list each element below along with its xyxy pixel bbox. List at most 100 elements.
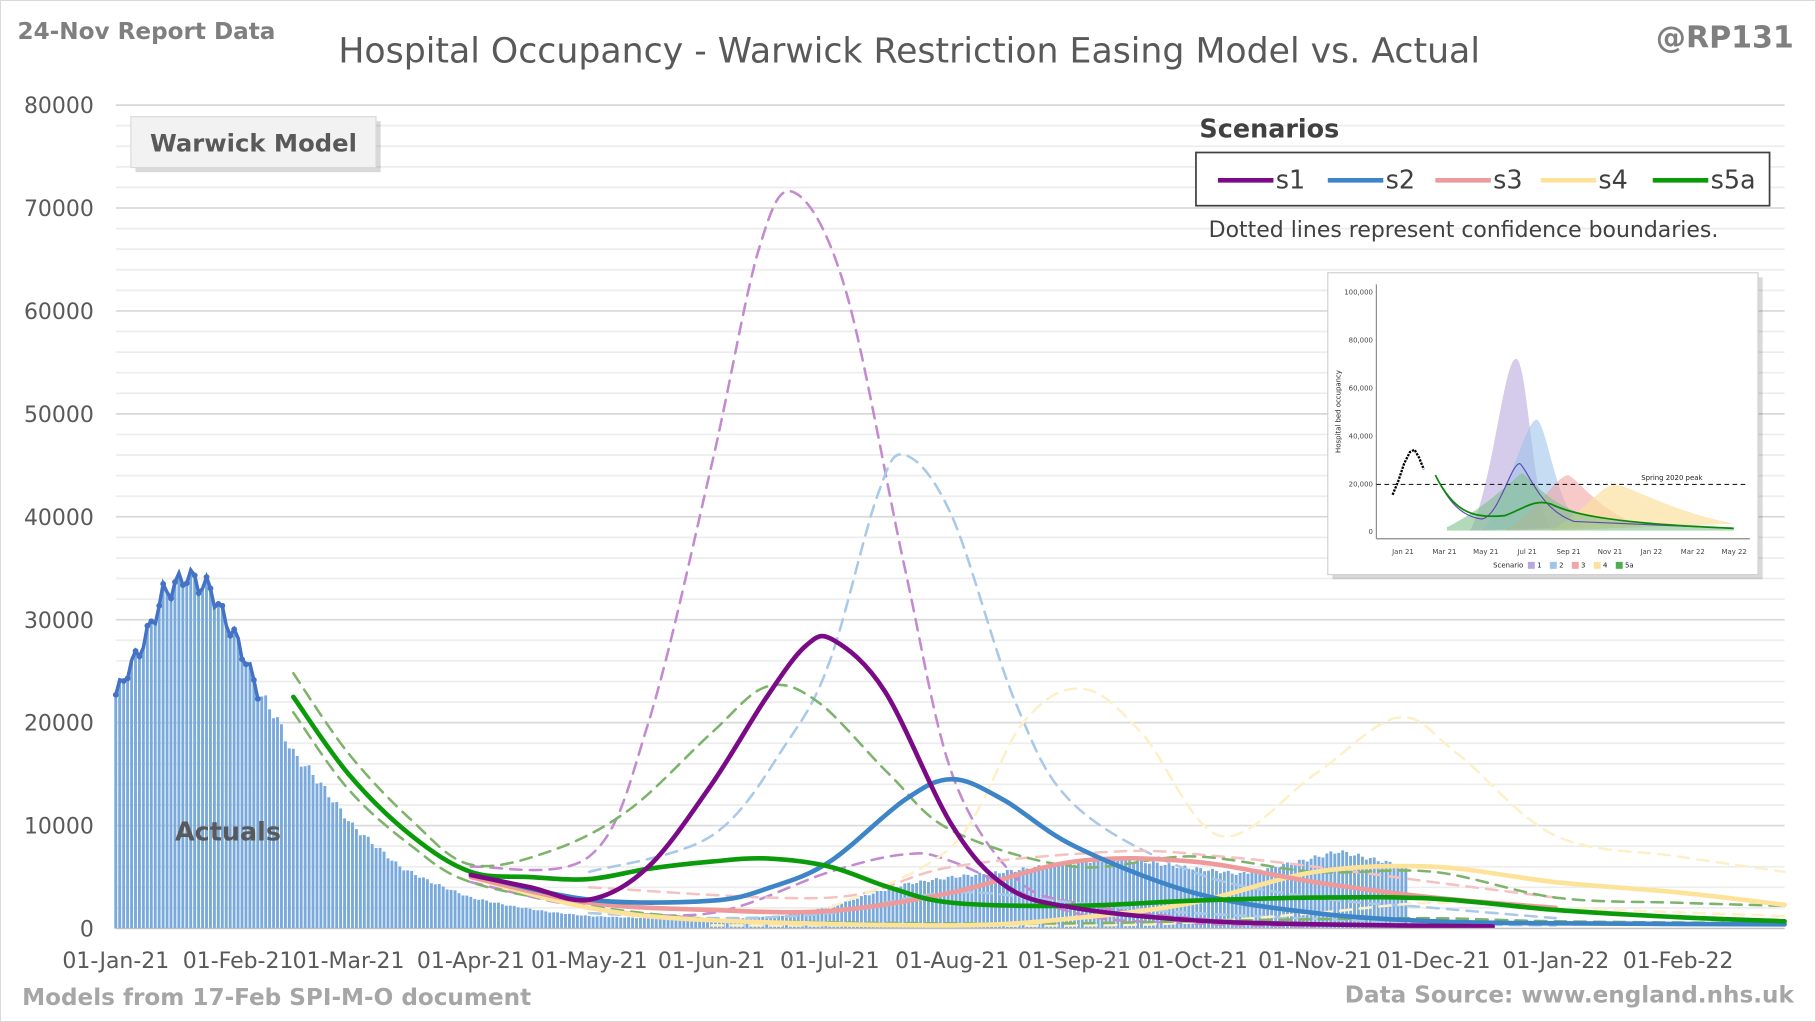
actual-bar bbox=[1147, 863, 1151, 929]
actual-bar bbox=[1333, 853, 1337, 929]
actual-bar bbox=[1096, 859, 1100, 929]
actual-bar bbox=[1001, 873, 1005, 929]
inset-legend-swatch bbox=[1549, 561, 1557, 569]
actual-bar bbox=[295, 755, 299, 929]
actual-bar bbox=[836, 904, 840, 929]
actual-bar bbox=[453, 890, 457, 929]
actual-bar bbox=[1175, 868, 1179, 929]
actual-bar bbox=[224, 625, 228, 929]
actual-bar bbox=[686, 918, 690, 929]
actual-bar bbox=[548, 912, 552, 929]
actual-bar bbox=[276, 717, 279, 929]
inset-y-tick: 60,000 bbox=[1349, 384, 1373, 392]
actual-bar bbox=[283, 741, 287, 929]
actual-bar bbox=[1384, 860, 1388, 929]
actual-point bbox=[191, 572, 198, 579]
actual-bar bbox=[524, 907, 528, 929]
actual-bar bbox=[137, 656, 141, 929]
actual-bar bbox=[386, 858, 390, 929]
actual-bar bbox=[1345, 851, 1349, 929]
actual-bar bbox=[327, 797, 331, 929]
x-tick-label: 01-Jun-21 bbox=[658, 949, 765, 974]
actual-bar bbox=[859, 896, 863, 929]
actual-point bbox=[239, 656, 245, 663]
actual-bar bbox=[244, 664, 248, 929]
warwick-model-label: Warwick Model bbox=[150, 128, 357, 157]
actual-bar bbox=[907, 882, 911, 929]
actual-bar bbox=[307, 765, 311, 929]
actual-bar bbox=[1104, 860, 1108, 929]
actual-bar bbox=[1100, 861, 1104, 929]
actual-bar bbox=[623, 917, 627, 929]
actual-bar bbox=[1341, 850, 1345, 929]
actual-point bbox=[203, 574, 210, 580]
actual-bar bbox=[165, 592, 169, 929]
actual-bar bbox=[587, 916, 591, 929]
actual-bar bbox=[1005, 869, 1009, 929]
actual-bar bbox=[1049, 863, 1053, 929]
actual-bar bbox=[607, 917, 611, 929]
actual-bar bbox=[1183, 865, 1187, 929]
actual-bar bbox=[694, 919, 698, 929]
actual-point bbox=[156, 602, 163, 609]
x-tick-label: 01-Jan-22 bbox=[1502, 949, 1609, 974]
actual-bar bbox=[1143, 863, 1147, 929]
actual-point bbox=[231, 626, 238, 633]
actual-bar bbox=[394, 861, 398, 929]
series-s5a bbox=[291, 694, 1787, 924]
actual-bar bbox=[1325, 853, 1329, 929]
actual-bar bbox=[998, 873, 1001, 929]
actual-bar bbox=[579, 915, 583, 929]
actual-bar bbox=[433, 884, 437, 929]
x-tick-label: 01-Jan-21 bbox=[62, 949, 169, 974]
author-label: @RP131 bbox=[1656, 20, 1794, 55]
actual-bar bbox=[366, 836, 370, 929]
series-s5a-upper bbox=[292, 671, 1786, 908]
actual-bar bbox=[1076, 862, 1080, 929]
actual-bar bbox=[670, 918, 674, 929]
inset-x-tick: Sep 21 bbox=[1557, 548, 1581, 556]
actual-bar bbox=[1353, 855, 1356, 929]
x-axis-ticks: 01-Jan-21 01-Feb-21 01-Mar-21 01-Apr-21 01-M… bbox=[62, 949, 1733, 974]
actual-bar bbox=[252, 680, 256, 929]
actual-point bbox=[251, 677, 257, 683]
actual-bar bbox=[639, 917, 642, 929]
actual-bar bbox=[611, 916, 615, 929]
actual-bar bbox=[532, 910, 536, 929]
actual-bar bbox=[934, 877, 938, 929]
actual-bar bbox=[816, 908, 820, 929]
inset-x-tick: Jul 21 bbox=[1516, 548, 1536, 556]
inset-chart: 0 20,000 40,000 60,000 80,000 100,000 Jan 21 M… bbox=[1327, 272, 1763, 580]
x-tick-label: 01-Oct-21 bbox=[1138, 949, 1248, 974]
actual-bar bbox=[469, 896, 473, 929]
inset-x-tick: May 22 bbox=[1722, 548, 1747, 556]
actual-bar bbox=[489, 902, 493, 929]
actual-bar bbox=[1364, 859, 1368, 929]
actual-bar bbox=[1372, 857, 1376, 929]
inset-x-tick: Mar 22 bbox=[1681, 548, 1705, 556]
actual-bar bbox=[268, 709, 272, 929]
actual-bar bbox=[378, 847, 382, 929]
y-tick-label: 70000 bbox=[24, 197, 94, 222]
actual-bar bbox=[871, 893, 875, 929]
actual-bar bbox=[370, 844, 374, 929]
legend: Scenarios s1 s2 s3 s4 s5a Dotted lines repre… bbox=[1195, 113, 1771, 243]
actual-point bbox=[168, 595, 174, 602]
actual-bar bbox=[1349, 856, 1353, 929]
inset-legend-label: 3 bbox=[1581, 562, 1585, 570]
actual-point bbox=[243, 661, 249, 668]
actual-bar bbox=[461, 895, 465, 929]
x-tick-label: 01-Feb-22 bbox=[1623, 949, 1734, 974]
actual-bar bbox=[287, 748, 291, 929]
inset-legend-label: 4 bbox=[1603, 562, 1608, 570]
actual-bar bbox=[887, 888, 891, 929]
actual-bar bbox=[201, 588, 205, 929]
actual-bar bbox=[1140, 859, 1143, 929]
legend-label-s3: s3 bbox=[1493, 164, 1522, 194]
series-s4-upper bbox=[828, 687, 1786, 910]
actual-bar bbox=[358, 835, 362, 929]
actual-bar bbox=[879, 890, 883, 929]
actual-bar bbox=[1080, 859, 1084, 929]
actual-bar bbox=[595, 916, 599, 929]
inset-legend-swatch bbox=[1571, 561, 1579, 569]
